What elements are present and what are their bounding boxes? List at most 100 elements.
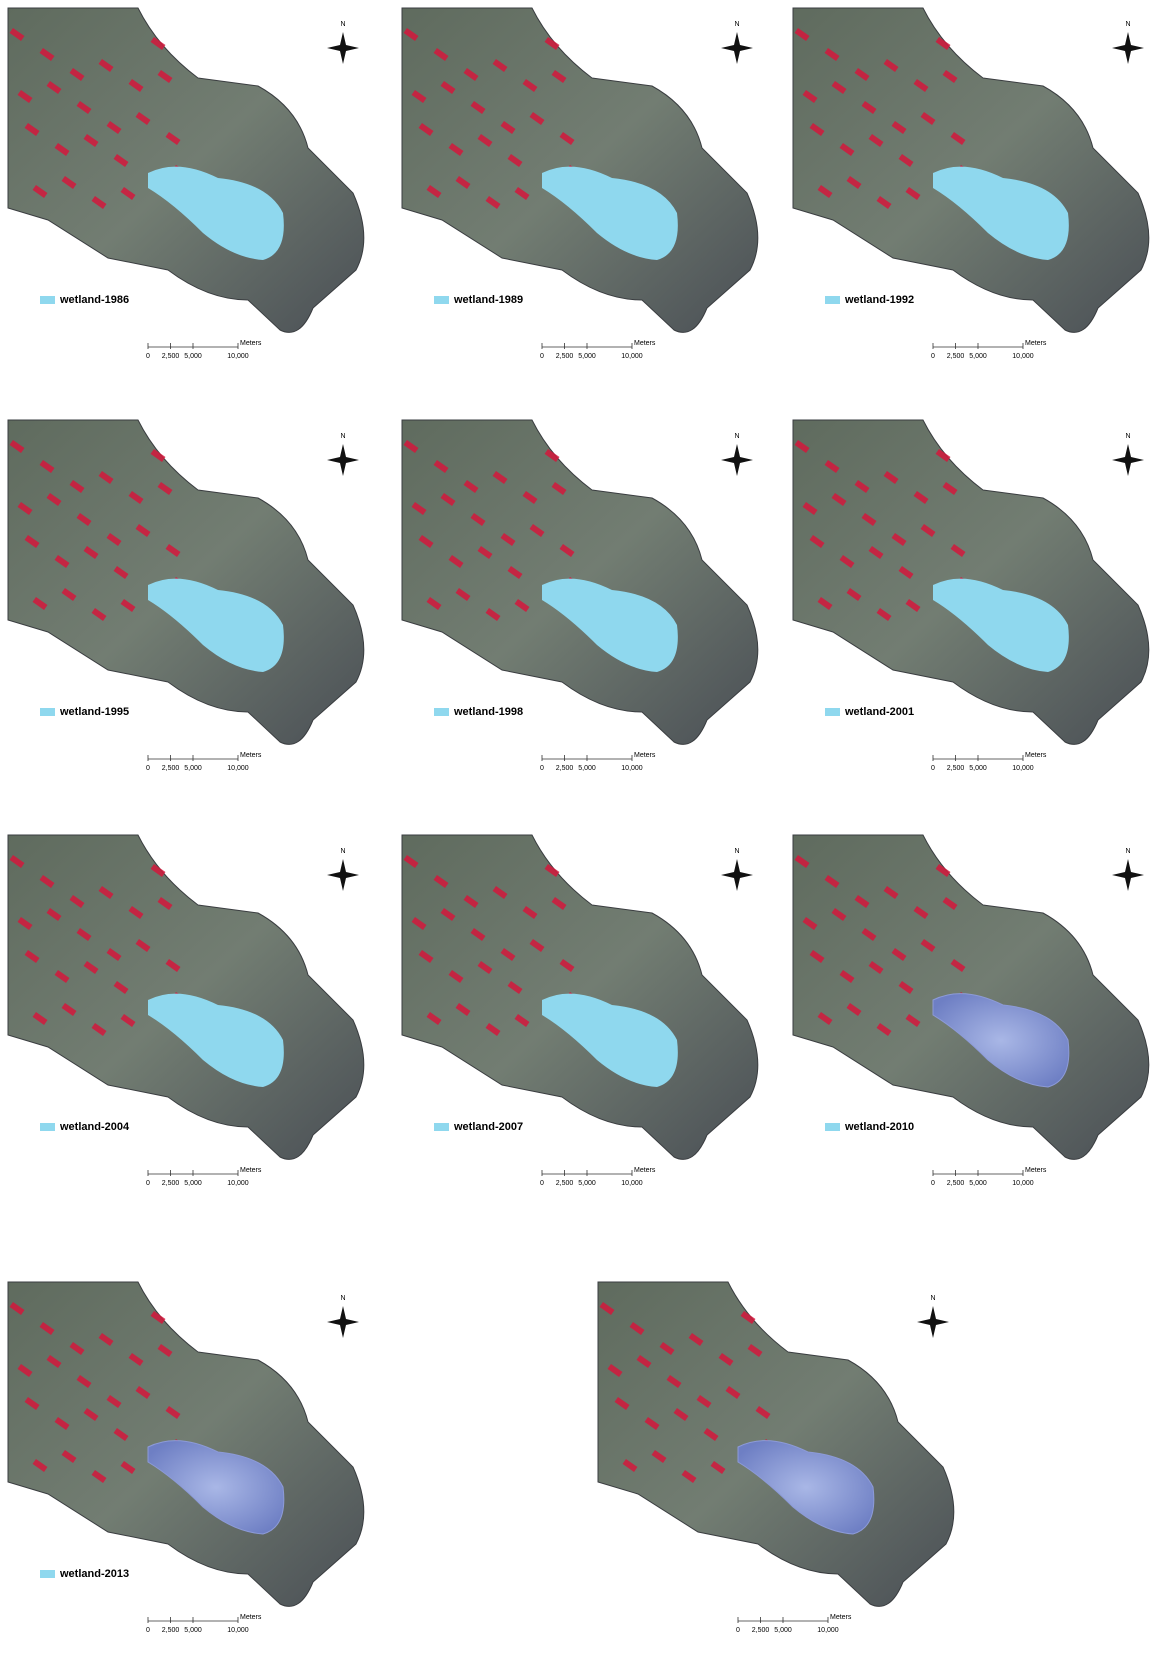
scale-label: 5,000 — [184, 765, 202, 772]
arrow-shape — [327, 32, 359, 64]
scale-label: 5,000 — [578, 765, 596, 772]
legend-label: wetland-1998 — [453, 706, 523, 718]
north-arrow: N — [917, 1295, 949, 1338]
north-arrow: N — [327, 848, 359, 891]
scale-label: 0 — [146, 1627, 150, 1634]
north-label: N — [340, 1295, 345, 1302]
scale-label: 0 — [540, 1180, 544, 1187]
scale-label: 0 — [540, 353, 544, 360]
legend-swatch — [40, 296, 55, 304]
arrow-shape — [721, 444, 753, 476]
scale-label: 5,000 — [184, 1627, 202, 1634]
scale-label: 10,000 — [621, 1180, 643, 1187]
legend-swatch — [825, 296, 840, 304]
legend-label: wetland-1989 — [453, 294, 523, 306]
scale-unit: Meters — [1025, 752, 1047, 759]
scale-label: 2,500 — [947, 1180, 965, 1187]
north-label: N — [340, 433, 345, 440]
scale-label: 10,000 — [227, 353, 249, 360]
scale-label: 2,500 — [947, 353, 965, 360]
scale-label: 0 — [931, 353, 935, 360]
scale-label: 0 — [146, 765, 150, 772]
map-panel: Nwetland-200402,5005,00010,000Meters — [8, 835, 364, 1187]
scale-label: 10,000 — [817, 1627, 839, 1634]
legend-label: wetland-2010 — [844, 1121, 914, 1133]
scale-label: 5,000 — [774, 1627, 792, 1634]
legend-label: wetland-2007 — [453, 1121, 523, 1133]
north-label: N — [930, 1295, 935, 1302]
legend-swatch — [434, 1123, 449, 1131]
scale-unit: Meters — [1025, 1167, 1047, 1174]
scale-label: 10,000 — [227, 765, 249, 772]
scale-label: 5,000 — [184, 1180, 202, 1187]
north-label: N — [340, 848, 345, 855]
scale-unit: Meters — [830, 1614, 852, 1621]
legend-label: wetland-2004 — [59, 1121, 130, 1133]
arrow-shape — [721, 859, 753, 891]
scale-label: 0 — [146, 1180, 150, 1187]
scale-unit: Meters — [634, 340, 656, 347]
scale-label: 10,000 — [621, 353, 643, 360]
arrow-shape — [327, 859, 359, 891]
scale-unit: Meters — [634, 752, 656, 759]
legend-label: wetland-1995 — [59, 706, 129, 718]
arrow-shape — [1112, 859, 1144, 891]
map-panel: Nwetland-199202,5005,00010,000Meters — [793, 8, 1149, 360]
north-arrow: N — [721, 433, 753, 476]
arrow-shape — [721, 32, 753, 64]
arrow-shape — [917, 1306, 949, 1338]
scale-label: 2,500 — [162, 765, 180, 772]
scale-unit: Meters — [240, 1167, 262, 1174]
north-label: N — [1125, 433, 1130, 440]
map-panel: N 0 2,500 5,000 10,000 Meters — [598, 1282, 954, 1634]
legend-swatch — [40, 1123, 55, 1131]
scale-label: 5,000 — [578, 353, 596, 360]
scale-label: 0 — [931, 765, 935, 772]
scale-label: 2,500 — [947, 765, 965, 772]
scale-label: 5,000 — [969, 765, 987, 772]
scale-label: 2,500 — [162, 1627, 180, 1634]
map-figure: Nwetland-198602,5005,00010,000MetersNwet… — [0, 0, 1154, 1680]
north-arrow: N — [327, 433, 359, 476]
scale-label: 2,500 — [162, 1180, 180, 1187]
north-arrow: N — [721, 848, 753, 891]
north-label: N — [734, 21, 739, 28]
scale-label: 0 — [540, 765, 544, 772]
north-arrow: N — [327, 21, 359, 64]
scale-label: 2,500 — [556, 1180, 574, 1187]
legend-swatch — [825, 1123, 840, 1131]
north-label: N — [1125, 848, 1130, 855]
scale-label: 5,000 — [578, 1180, 596, 1187]
north-label: N — [734, 848, 739, 855]
scale-label: 0 — [736, 1627, 740, 1634]
scale-label: 10,000 — [1012, 353, 1034, 360]
scale-label: 2,500 — [752, 1627, 770, 1634]
scale-unit: Meters — [240, 1614, 262, 1621]
north-label: N — [1125, 21, 1130, 28]
scale-label: 2,500 — [556, 765, 574, 772]
scale-label: 5,000 — [184, 353, 202, 360]
scale-unit: Meters — [240, 340, 262, 347]
arrow-shape — [327, 1306, 359, 1338]
scale-unit: Meters — [1025, 340, 1047, 347]
north-arrow: N — [1112, 433, 1144, 476]
scale-unit: Meters — [634, 1167, 656, 1174]
scale-label: 5,000 — [969, 1180, 987, 1187]
arrow-shape — [327, 444, 359, 476]
scale-label: 10,000 — [1012, 765, 1034, 772]
legend-label: wetland-2001 — [844, 706, 914, 718]
legend-label: wetland-1986 — [59, 294, 129, 306]
scale-label: 2,500 — [162, 353, 180, 360]
map-panel: Nwetland-2001 0 2,500 5,000 10,000 Meters — [793, 420, 1149, 772]
north-label: N — [734, 433, 739, 440]
scale-label: 10,000 — [1012, 1180, 1034, 1187]
legend-swatch — [825, 708, 840, 716]
north-arrow: N — [721, 21, 753, 64]
legend-label: wetland-1992 — [844, 294, 914, 306]
scale-label: 0 — [146, 353, 150, 360]
